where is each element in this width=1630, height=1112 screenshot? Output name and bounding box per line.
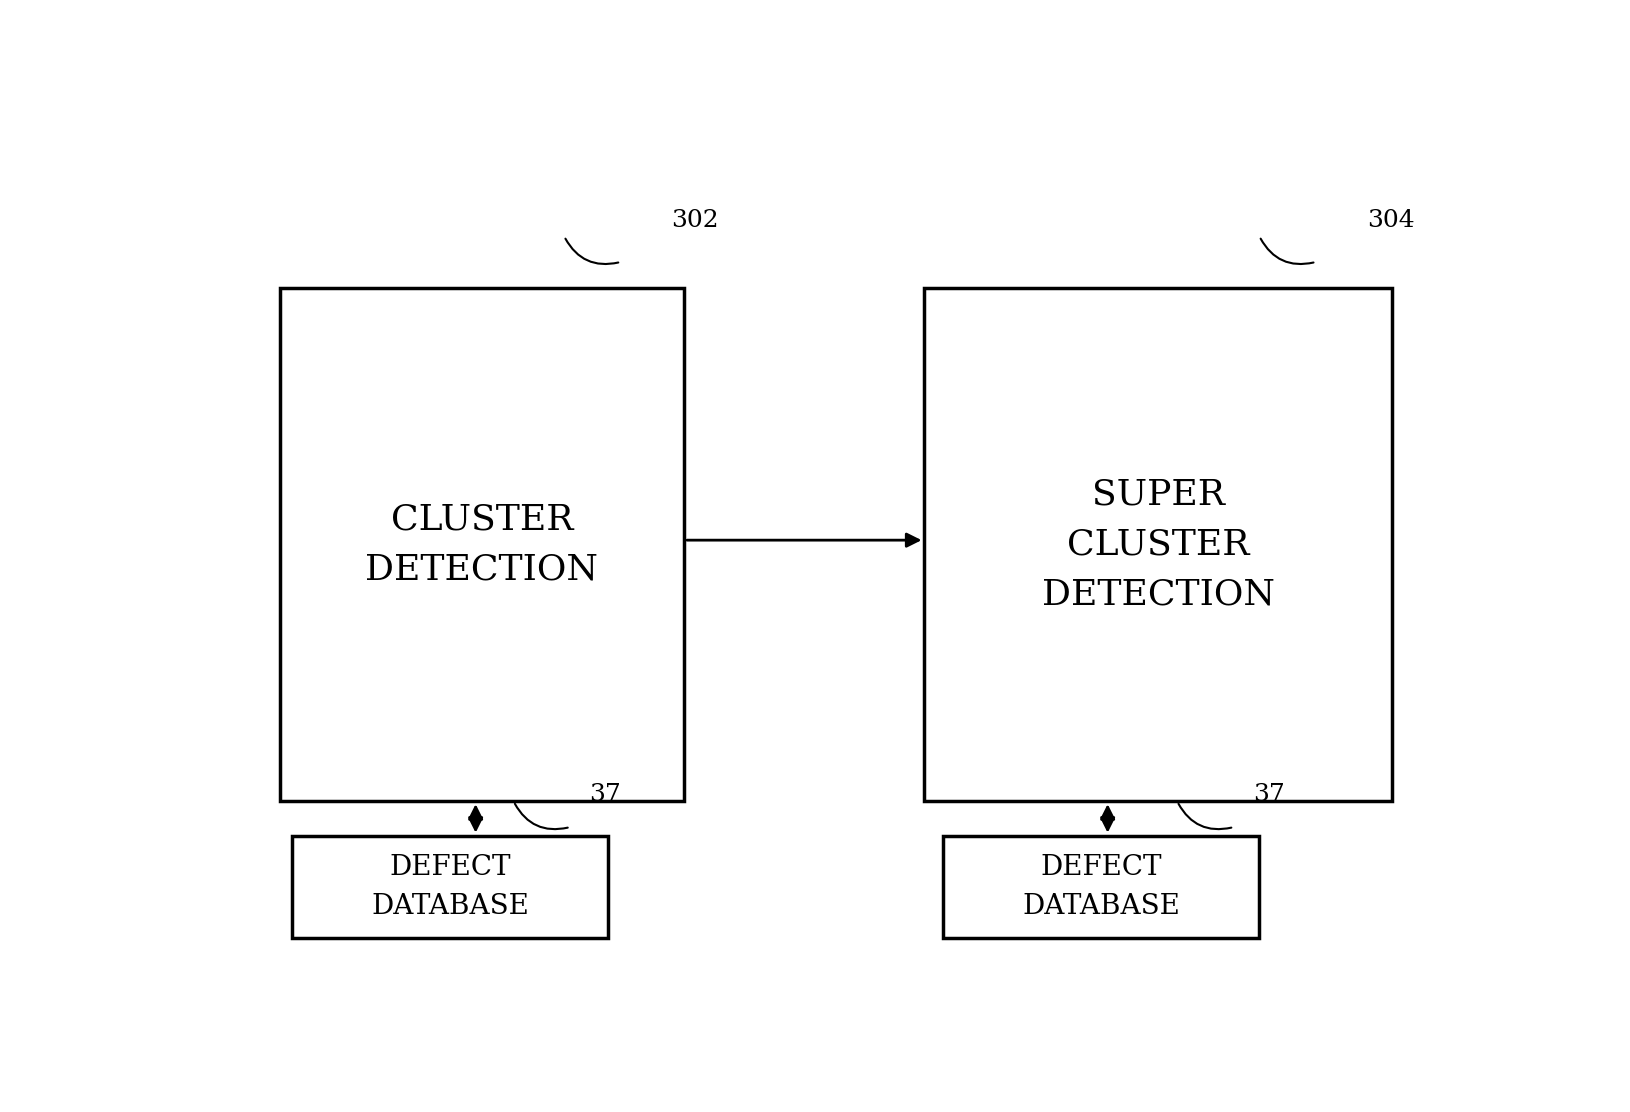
Text: 302: 302: [672, 209, 719, 232]
Text: DEFECT
DATABASE: DEFECT DATABASE: [1022, 854, 1180, 921]
Bar: [292, 835, 608, 939]
Text: DEFECT
DATABASE: DEFECT DATABASE: [372, 854, 530, 921]
Bar: [280, 288, 683, 802]
Text: 37: 37: [1252, 783, 1284, 805]
Bar: [924, 288, 1392, 802]
Text: CLUSTER
DETECTION: CLUSTER DETECTION: [365, 503, 598, 586]
Text: 37: 37: [588, 783, 621, 805]
Text: SUPER
CLUSTER
DETECTION: SUPER CLUSTER DETECTION: [1042, 477, 1275, 612]
Text: 304: 304: [1366, 209, 1413, 232]
Bar: [942, 835, 1258, 939]
